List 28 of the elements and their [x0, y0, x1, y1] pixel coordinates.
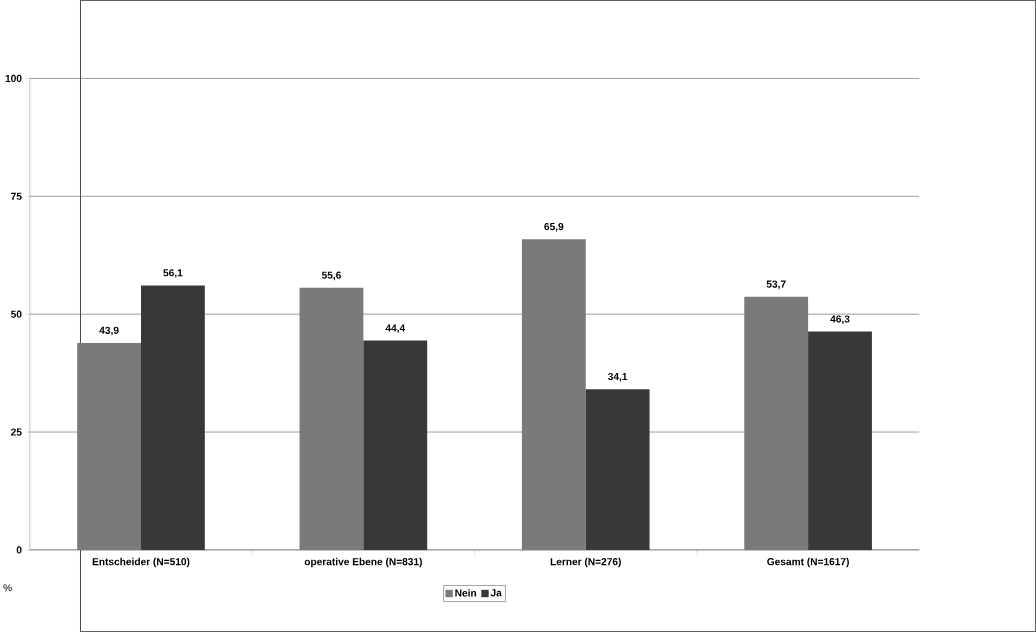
legend-label: Nein	[455, 589, 477, 597]
y-tick-label: 75	[11, 192, 22, 200]
bar	[141, 285, 205, 550]
data-label: 56,1	[163, 269, 183, 278]
data-label: 34,1	[608, 372, 628, 382]
y-tick-label: 50	[10, 310, 22, 318]
legend-label: Ja	[490, 589, 502, 597]
data-label: 43,9	[99, 326, 119, 336]
bar	[521, 239, 586, 550]
x-tick-label: Entscheider (N=510)	[92, 557, 190, 568]
bar	[363, 340, 428, 550]
x-tick-label: Gesamt (N=1617)	[767, 557, 849, 568]
data-label: 65,9	[544, 222, 564, 232]
data-label: 53,7	[766, 280, 786, 290]
y-tick-label: 0	[16, 546, 22, 554]
data-label: 44,4	[385, 324, 406, 333]
bar	[299, 287, 364, 550]
y-tick-label: 25	[11, 428, 22, 436]
bar	[808, 331, 872, 550]
data-label: 46,3	[830, 315, 850, 325]
x-tick-label: Lerner (N=276)	[550, 557, 621, 568]
bar	[77, 342, 141, 550]
data-label: 55,6	[321, 271, 341, 281]
bar	[585, 389, 650, 550]
bar	[744, 296, 809, 550]
x-tick-label: operative Ebene (N=831)	[304, 557, 422, 568]
y-axis-title: %	[3, 584, 12, 592]
y-tick-label: 100	[5, 74, 22, 82]
